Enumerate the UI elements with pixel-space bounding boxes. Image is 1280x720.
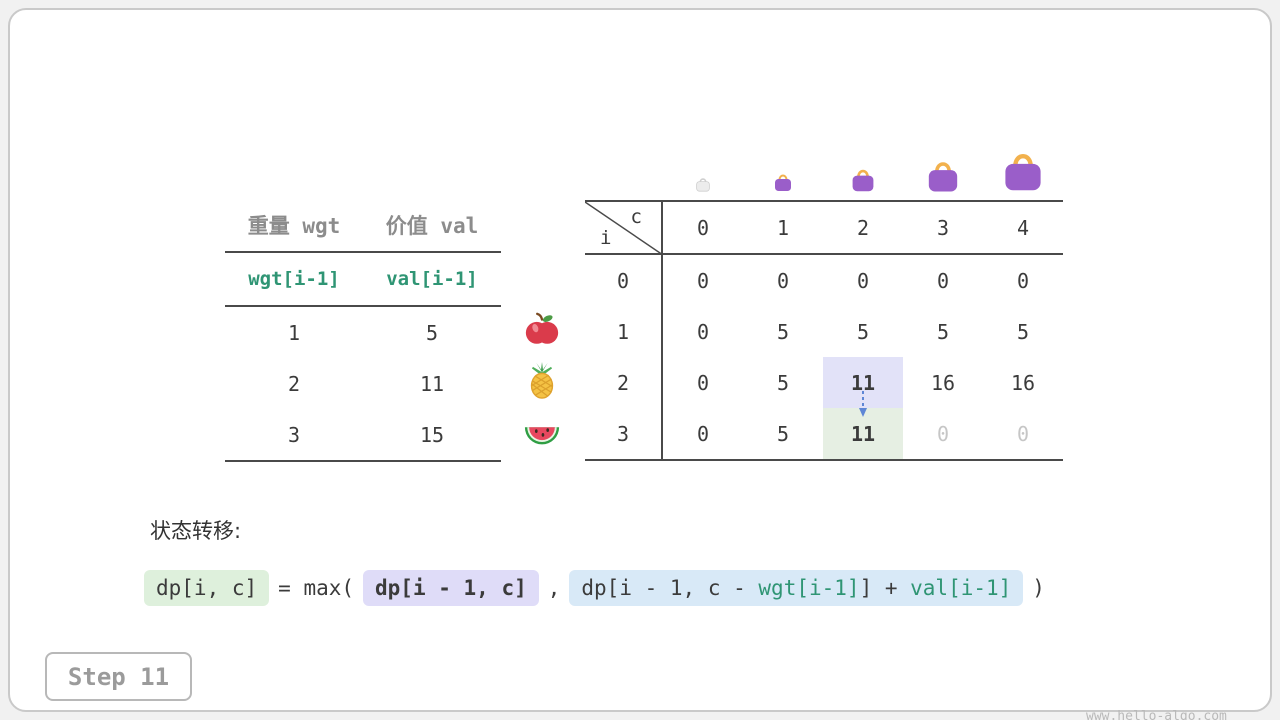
items-index-row: wgt[i-1] val[i-1] [225,253,501,305]
items-header-wgt: 重量 wgt [247,213,341,238]
items-index-wgt: wgt[i-1] [248,268,340,290]
dp-col-header-1: 1 [743,202,823,255]
item-2-val: 11 [419,371,445,396]
diagonal-line [585,202,663,255]
dp-cell-3-0: 0 [696,421,710,446]
dp-cell-2-0: 0 [696,370,710,395]
pineapple-icon [522,361,562,399]
dp-cell-0-4: 0 [1016,268,1030,293]
transition-arrow-icon [859,391,867,417]
divider [225,460,501,462]
item-1-wgt: 1 [287,320,301,345]
formula-arg1-chip: dp[i - 1, c] [363,570,539,607]
items-table: 重量 wgt 价值 val wgt[i-1] val[i-1] 1 5 2 11… [225,198,501,462]
step-label: Step 11 [67,662,170,691]
dp-cell-2-4: 16 [1010,370,1036,395]
main-card: 重量 wgt 价值 val wgt[i-1] val[i-1] 1 5 2 11… [8,8,1272,720]
items-row-1: 1 5 [225,307,501,358]
corner-col-label: c [630,206,642,228]
bag-xlarge-icon [1001,146,1045,195]
transition-label: 状态转移: [150,519,242,543]
dp-cell-1-4: 5 [1016,319,1030,344]
dp-cell-3-3: 0 [936,421,950,446]
dp-cell-2-3: 16 [930,370,956,395]
dp-cell-3-1: 5 [776,421,790,446]
dp-col-header-3: 3 [903,202,983,255]
item-1-val: 5 [425,320,439,345]
formula-arg2-val: val[i-1] [910,576,1012,600]
dp-cell-2-1: 5 [776,370,790,395]
items-row-3: 3 15 [225,409,501,460]
dp-cell-2-2-highlight-source: 11 [823,357,903,408]
formula-arg2-chip: dp[i - 1, c - wgt[i-1]] + val[i-1] [569,570,1024,607]
dp-cell-0-1: 0 [776,268,790,293]
apple-icon [522,311,562,349]
dp-col-header-2: 2 [823,202,903,255]
dp-cell-1-1: 5 [776,319,790,344]
items-index-val: val[i-1] [386,268,478,290]
dp-table: c i 0 1 2 3 4 0 0 0 0 0 0 1 0 5 5 5 5 2 … [585,200,1063,461]
formula-comma: , [547,576,561,601]
dp-cell-3-4: 0 [1016,421,1030,446]
dp-cell-0-2: 0 [856,268,870,293]
items-table-header: 重量 wgt 价值 val [225,198,501,251]
dp-row-header-1: 1 [585,306,663,357]
formula-arg2-part1: dp[i - 1, c - [581,576,759,600]
bag-small-icon [773,171,793,193]
bag-tiny-icon [695,175,711,193]
items-row-2: 2 11 [225,358,501,409]
dp-cell-1-2: 5 [856,319,870,344]
dp-cell-1-3: 5 [936,319,950,344]
dp-cell-0-0: 0 [696,268,710,293]
divider [225,251,501,253]
item-2-wgt: 2 [287,371,301,396]
formula-close-paren: ) [1032,576,1045,601]
bag-medium-icon [850,165,876,194]
dp-row-header-0: 0 [585,255,663,306]
dp-col-header-4: 4 [983,202,1063,255]
item-3-val: 15 [419,422,445,447]
watermelon-icon [522,414,562,452]
step-badge: Step 11 [45,652,192,701]
items-header-val: 价值 val [385,213,479,238]
transition-formula: dp[i, c] = max( dp[i - 1, c] , dp[i - 1,… [144,570,1045,607]
formula-lhs-chip: dp[i, c] [144,570,270,607]
dp-cell-1-0: 0 [696,319,710,344]
bag-large-icon [925,156,961,195]
dp-row-header-2: 2 [585,357,663,408]
watermark: www.hello-algo.com [1086,709,1227,720]
dp-corner-cell: c i [585,202,663,255]
dp-row-header-3: 3 [585,408,663,459]
formula-arg2-wgt: wgt[i-1] [758,576,860,600]
dp-cell-0-3: 0 [936,268,950,293]
item-3-wgt: 3 [287,422,301,447]
dp-col-header-0: 0 [663,202,743,255]
formula-eq-max: = max( [278,576,355,601]
corner-row-label: i [600,227,612,249]
divider [225,305,501,307]
formula-arg2-part2: ] + [859,576,911,600]
